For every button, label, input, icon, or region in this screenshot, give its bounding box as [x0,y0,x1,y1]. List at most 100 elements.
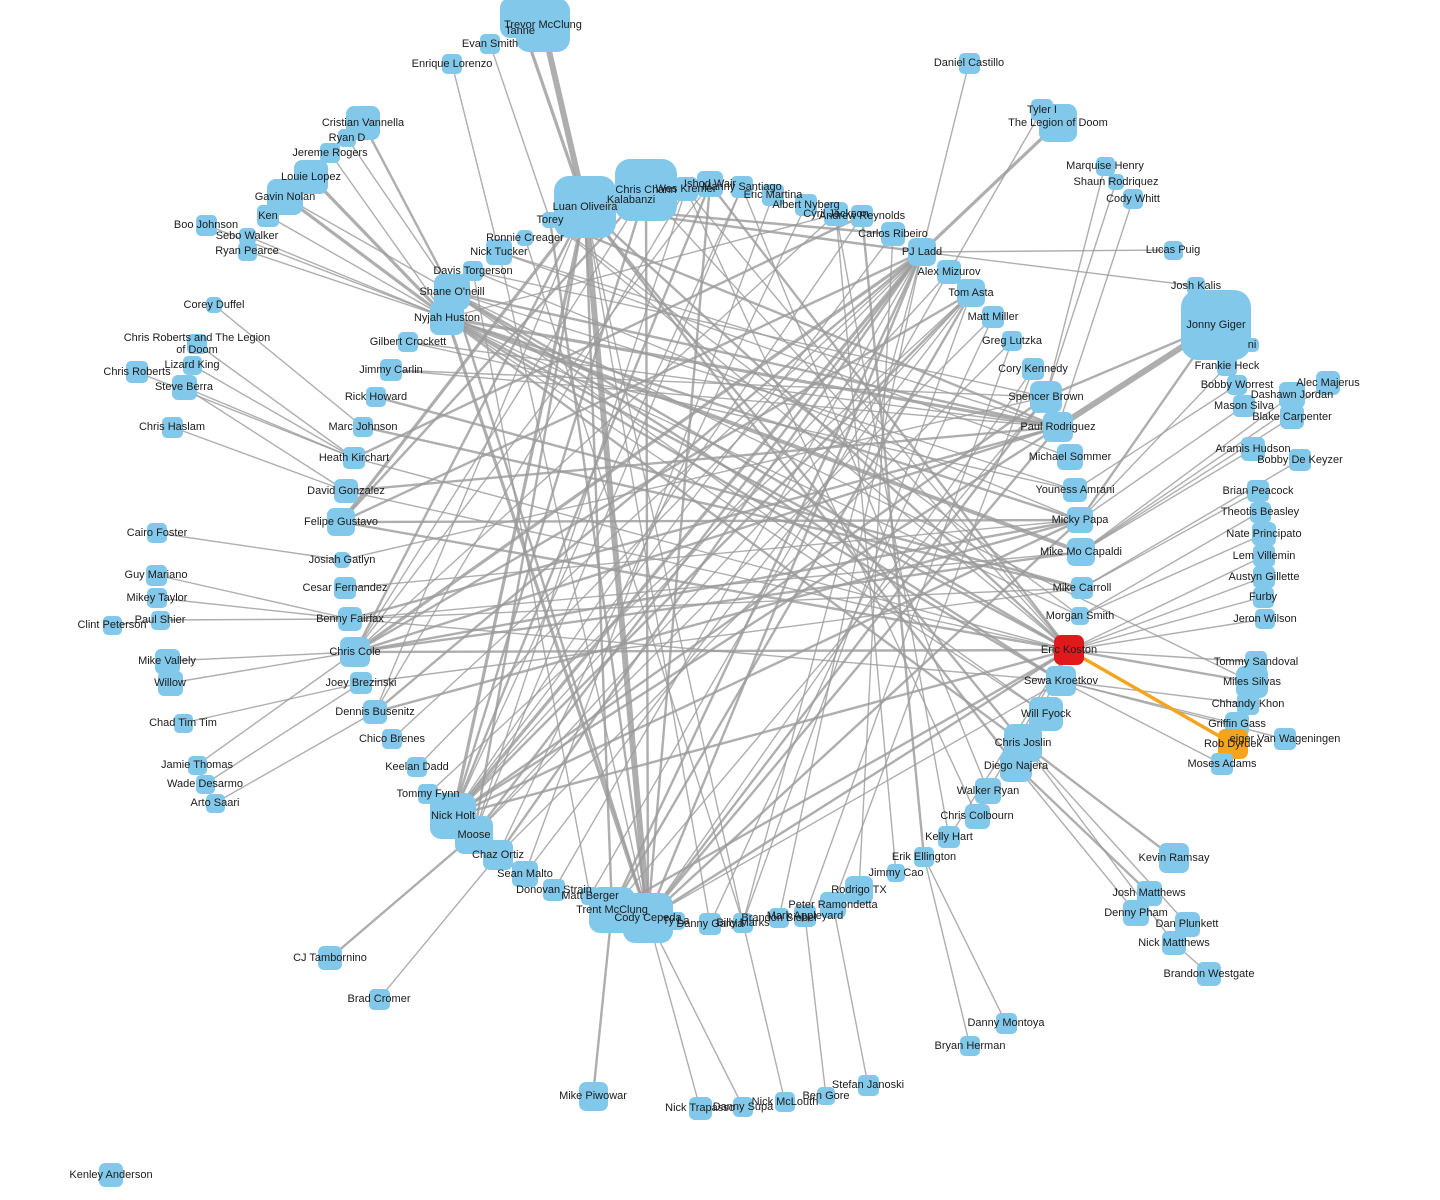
node-torey-pudwill[interactable] [542,212,558,228]
node-mark-appleyard[interactable] [794,905,816,927]
node-jeron-wilson[interactable] [1255,609,1275,629]
node-morgan-smith[interactable] [1071,607,1089,625]
node-arto-saari[interactable] [205,793,225,813]
node-brad-cromer[interactable] [368,988,390,1010]
node-evan-smith[interactable] [480,34,500,54]
node-benny-fairfax[interactable] [338,607,362,631]
node-jimmy-cao[interactable] [887,864,905,882]
node-sebo-walker[interactable] [238,227,256,245]
node-corey-duffel[interactable] [206,297,222,313]
node-mike-vallely[interactable] [154,648,180,674]
node-nick-trapasso[interactable] [688,1096,712,1120]
node-marc-johnson[interactable] [353,417,373,437]
node-chris-chann[interactable] [615,159,677,221]
node-moses-adams[interactable] [1211,753,1233,775]
node-stefan-janoski[interactable] [857,1074,879,1096]
node-chico-brenes[interactable] [382,729,402,749]
node-chris-haslam[interactable] [161,416,183,438]
node-donovan-strain[interactable] [543,879,565,901]
node-luan-oliveira[interactable] [554,176,616,238]
node-trevor-mcclung[interactable] [516,0,570,52]
node-danny-supa[interactable] [733,1097,753,1117]
node-cesar-fernandez[interactable] [334,577,356,599]
node-cyril-jackson[interactable] [824,202,848,226]
node-kenley-anderson[interactable] [99,1163,123,1187]
node-nate-principato[interactable] [1252,522,1276,546]
node-mike-piwowar[interactable] [578,1081,608,1111]
node-cairo-foster[interactable] [147,523,167,543]
node-carlos-ribeiro[interactable] [881,222,905,246]
node-brandon-biebel[interactable] [769,908,789,928]
node-eric-martina[interactable] [762,184,784,206]
node-ben-gore[interactable] [817,1087,835,1105]
node-matt-miller[interactable] [982,306,1004,328]
node-chhandy-khon[interactable] [1237,693,1259,715]
node-chris-colbourn[interactable] [964,803,990,829]
node-kelly-hart[interactable] [938,826,960,848]
node-alex-mizurov[interactable] [937,260,961,284]
node-chad-tim-tim[interactable] [173,713,193,733]
node-chris-cole[interactable] [340,637,370,667]
node-steve-berra[interactable] [171,374,197,400]
node-spencer-brown[interactable] [1030,381,1062,413]
node-bobby-worrest[interactable] [1227,375,1247,395]
node-sean-malto[interactable] [512,861,538,887]
node-jamie-thomas[interactable] [187,755,207,775]
node-gilbert-crockett[interactable] [398,332,418,352]
node-jimmy-carlin[interactable] [380,359,402,381]
node-pj-ladd[interactable] [908,238,936,266]
node-aramis-hudson[interactable] [1241,437,1265,461]
node-rodrigo-tx[interactable] [845,876,873,904]
node-jonny-giger[interactable] [1181,290,1251,360]
node-albert-nyberg[interactable] [795,194,817,216]
node-clint-peterson[interactable] [102,615,122,635]
node-lem-villemin[interactable] [1253,545,1275,567]
node-dashawn-jordan[interactable] [1279,382,1305,408]
node-blake-carpenter[interactable] [1280,405,1304,429]
node-nick-mclouth[interactable] [775,1092,795,1112]
node-manny-santiago[interactable] [731,176,753,198]
node-willow[interactable] [157,670,183,696]
node-wade-desarmo[interactable] [195,774,215,794]
node-shaun-rodriquez[interactable] [1108,174,1124,190]
node-billy-marks[interactable] [733,913,753,933]
node-matt-berger[interactable] [581,887,599,905]
node-guy-mariano[interactable] [145,564,167,586]
node-lizard-king[interactable] [182,355,202,375]
node-nick-matthews[interactable] [1162,931,1186,955]
node-ryan-d[interactable] [338,129,356,147]
node-legion-of-doom[interactable] [1039,104,1077,142]
node-mike-carroll[interactable] [1071,577,1093,599]
node-van-wageningen[interactable] [1274,728,1296,750]
node-chris-roberts-lod[interactable] [187,334,207,354]
node-peter-ramondetta[interactable] [820,892,846,918]
node-heath-kirchart[interactable] [343,447,365,469]
node-chris-roberts[interactable] [126,361,148,383]
node-mason-silva[interactable] [1233,395,1255,417]
node-eric-koston[interactable] [1054,635,1084,665]
node-keelan-dadd[interactable] [407,757,427,777]
node-furby[interactable] [1252,586,1274,608]
node-rick-howard[interactable] [366,387,386,407]
node-sewa-kroetkov[interactable] [1046,666,1076,696]
node-erik-ellington[interactable] [914,847,934,867]
node-nick-tucker[interactable] [486,239,512,265]
node-josiah-gatlyn[interactable] [334,552,350,568]
node-austyn-gillette[interactable] [1253,566,1275,588]
node-ronnie-creager[interactable] [517,230,533,246]
node-micky-papa[interactable] [1067,507,1093,533]
node-joey-brezinski[interactable] [350,672,372,694]
node-danny-montoya[interactable] [995,1012,1017,1034]
node-daniel-castillo[interactable] [958,52,980,74]
node-davis-torgerson[interactable] [463,261,483,281]
node-michael-sommer[interactable] [1057,444,1083,470]
node-david-gonzalez[interactable] [334,479,358,503]
node-alec-majerus[interactable] [1316,371,1340,395]
node-youness-amrani[interactable] [1063,478,1087,502]
node-tommy-fynn[interactable] [418,784,438,804]
node-denny-pham[interactable] [1123,900,1149,926]
node-enrique-lorenzo[interactable] [442,54,462,74]
node-wes-kremer[interactable] [674,177,698,201]
node-bryan-herman[interactable] [960,1036,980,1056]
node-greg-lutzka[interactable] [1002,331,1022,351]
